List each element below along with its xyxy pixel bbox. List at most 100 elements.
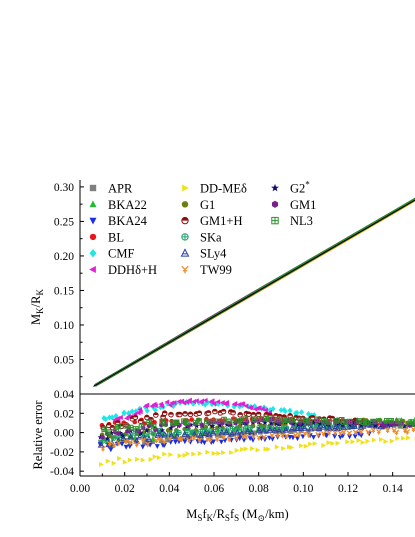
residual-point — [406, 435, 411, 441]
residual-point — [275, 432, 281, 438]
residual-point — [215, 432, 220, 438]
residual-point — [389, 438, 395, 444]
residual-point — [410, 426, 415, 433]
residual-point — [262, 419, 268, 426]
residual-point — [310, 419, 317, 426]
residual-point — [162, 451, 168, 457]
residual-point — [321, 442, 327, 448]
residual-point — [370, 418, 376, 425]
residual-point — [320, 423, 327, 430]
residual-point — [303, 443, 309, 449]
residual-point — [302, 430, 308, 437]
residual-point — [334, 424, 342, 432]
residual-point — [140, 457, 146, 463]
residual-point — [256, 416, 263, 423]
legend-item: GM1 — [271, 198, 316, 212]
residual-point — [326, 424, 333, 432]
residual-point — [108, 430, 115, 436]
residual-point — [255, 411, 262, 418]
residual-point — [229, 449, 234, 456]
residual-point — [186, 437, 192, 444]
residual-point — [153, 437, 160, 444]
residual-point — [152, 407, 158, 413]
legend-label: APR — [108, 182, 133, 196]
residual-point — [268, 420, 275, 426]
residual-point — [176, 429, 182, 436]
residual-point — [140, 437, 146, 443]
legend-marker — [89, 217, 97, 225]
residual-point — [123, 438, 129, 445]
residual-point — [316, 427, 322, 432]
residual-point — [144, 407, 150, 414]
residual-point — [370, 427, 377, 434]
residual-point — [243, 403, 249, 409]
residual-point — [137, 418, 144, 425]
res-y-tick-label: -0.04 — [50, 466, 74, 478]
legend-label: GM1 — [290, 198, 316, 212]
residual-point — [181, 430, 189, 437]
legend-marker — [181, 216, 189, 225]
residual-point — [332, 430, 339, 436]
legend-item: G2* — [271, 180, 310, 196]
residual-point — [264, 429, 269, 434]
x-tick-label: 0.06 — [204, 483, 224, 495]
x-axis-title: MSfK/RSfS (M⊙/km) — [186, 507, 288, 523]
residual-point — [214, 436, 220, 442]
residual-point — [184, 399, 189, 405]
residual-point — [161, 438, 168, 445]
residual-point — [133, 441, 140, 448]
residual-point — [187, 397, 192, 403]
residual-point — [240, 446, 245, 452]
residual-point — [240, 433, 247, 440]
residual-point — [182, 452, 188, 458]
residual-point — [314, 416, 321, 423]
residual-point — [202, 397, 208, 403]
residual-point — [360, 419, 367, 426]
residual-point — [326, 440, 332, 446]
residual-point — [284, 417, 290, 424]
legend-marker — [180, 248, 190, 257]
residual-point — [129, 408, 135, 415]
residual-point — [118, 414, 123, 420]
legend-item: SLy4 — [180, 247, 227, 261]
residual-point — [204, 436, 211, 442]
residual-point — [237, 412, 243, 418]
legend-marker — [271, 216, 279, 225]
residual-point — [216, 450, 222, 456]
residual-point — [152, 454, 158, 460]
residual-point — [225, 418, 231, 425]
residual-point — [212, 426, 219, 433]
main-curves-layer — [93, 197, 415, 387]
residual-point — [278, 407, 284, 414]
residual-point — [366, 431, 372, 437]
residual-point — [330, 440, 336, 446]
residual-point — [201, 429, 209, 437]
residual-point — [140, 444, 146, 450]
residual-point — [365, 438, 371, 444]
residual-point — [358, 429, 364, 435]
residual-point — [177, 411, 183, 418]
residual-point — [352, 429, 359, 436]
residual-point — [158, 401, 164, 407]
residual-point — [224, 421, 230, 428]
residual-point — [119, 432, 126, 439]
residual-point — [99, 461, 104, 467]
legend-label: DDHδ+H — [108, 263, 157, 277]
x-tick-label: 0.14 — [383, 483, 403, 495]
residual-point — [266, 416, 273, 423]
main-y-tick-label: 0.15 — [54, 285, 74, 297]
residual-point — [181, 418, 187, 425]
legend-item: SKa — [181, 230, 222, 244]
residual-point — [351, 422, 358, 429]
residual-point — [108, 447, 114, 453]
residual-point — [161, 410, 168, 417]
residual-point — [104, 435, 111, 442]
residual-point — [281, 445, 287, 451]
residual-point — [270, 436, 276, 442]
residual-point — [142, 440, 147, 445]
residual-point — [191, 451, 197, 457]
residual-point — [127, 439, 133, 446]
residual-point — [156, 455, 162, 461]
x-tick-label: 0.00 — [70, 483, 90, 495]
residual-point — [119, 434, 127, 441]
